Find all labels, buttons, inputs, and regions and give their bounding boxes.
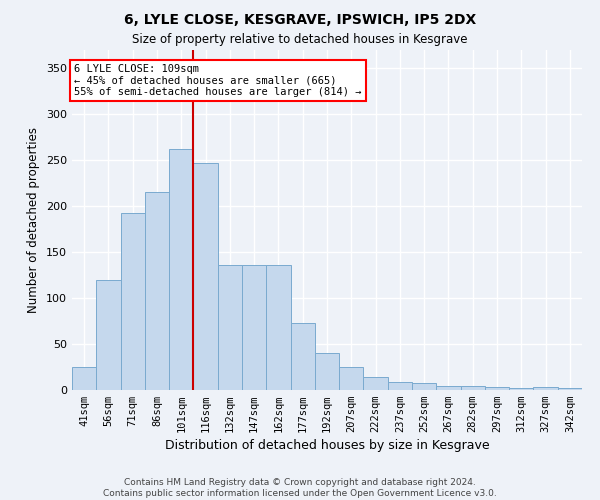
- Bar: [485, 387, 509, 390]
- Bar: [290, 323, 315, 390]
- Bar: [96, 280, 121, 390]
- Bar: [145, 192, 169, 390]
- Bar: [364, 377, 388, 390]
- Y-axis label: Number of detached properties: Number of detached properties: [28, 127, 40, 313]
- Bar: [533, 387, 558, 390]
- Text: Size of property relative to detached houses in Kesgrave: Size of property relative to detached ho…: [132, 32, 468, 46]
- Text: 6, LYLE CLOSE, KESGRAVE, IPSWICH, IP5 2DX: 6, LYLE CLOSE, KESGRAVE, IPSWICH, IP5 2D…: [124, 12, 476, 26]
- Text: Contains HM Land Registry data © Crown copyright and database right 2024.
Contai: Contains HM Land Registry data © Crown c…: [103, 478, 497, 498]
- Bar: [121, 212, 145, 390]
- Bar: [388, 382, 412, 390]
- Text: 6 LYLE CLOSE: 109sqm
← 45% of detached houses are smaller (665)
55% of semi-deta: 6 LYLE CLOSE: 109sqm ← 45% of detached h…: [74, 64, 362, 97]
- Bar: [266, 265, 290, 390]
- Bar: [412, 382, 436, 390]
- Bar: [461, 386, 485, 390]
- Bar: [242, 265, 266, 390]
- Bar: [169, 149, 193, 390]
- Bar: [218, 265, 242, 390]
- Bar: [72, 367, 96, 390]
- X-axis label: Distribution of detached houses by size in Kesgrave: Distribution of detached houses by size …: [164, 440, 490, 452]
- Bar: [436, 386, 461, 390]
- Bar: [315, 353, 339, 390]
- Bar: [558, 388, 582, 390]
- Bar: [509, 388, 533, 390]
- Bar: [193, 163, 218, 390]
- Bar: [339, 367, 364, 390]
